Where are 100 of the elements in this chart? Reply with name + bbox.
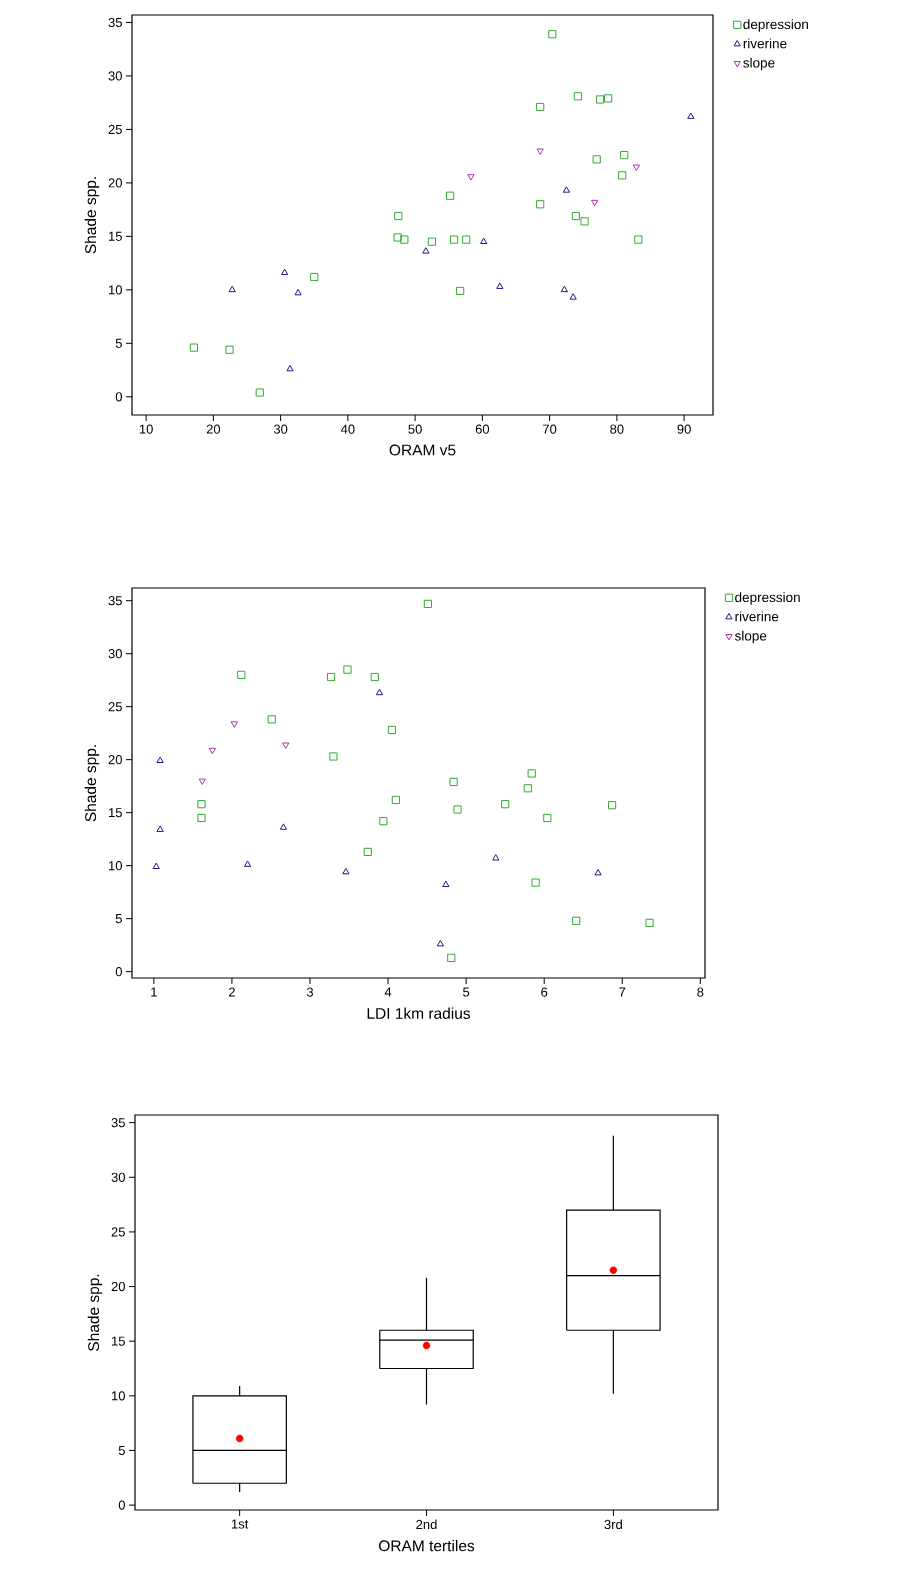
x-tick-label: 20	[206, 424, 221, 434]
point	[442, 880, 450, 888]
y-tick-label: 30	[108, 71, 122, 81]
y-axis-title: Shade spp.	[87, 1274, 103, 1352]
y-tick-label: 35	[108, 17, 122, 28]
point	[445, 191, 455, 200]
point	[634, 235, 643, 244]
y-tick-label: 35	[108, 596, 122, 606]
y-axis-title: Shade spp.	[84, 177, 100, 254]
point	[267, 715, 276, 724]
y-tick-label: 15	[109, 231, 122, 241]
point	[687, 112, 695, 119]
point	[326, 672, 336, 682]
y-tick-label: 20	[111, 1281, 125, 1292]
point	[462, 235, 471, 244]
x-tick-label: 40	[340, 424, 355, 434]
point	[543, 813, 552, 823]
x-tick-label: 3	[306, 987, 314, 997]
x-tick-label: 4	[384, 987, 392, 997]
point	[228, 285, 236, 293]
y-tick-label: 30	[111, 1172, 125, 1182]
point	[645, 918, 654, 927]
point	[548, 30, 557, 39]
x-tick-label: 2	[228, 987, 235, 997]
point	[594, 868, 602, 876]
point	[467, 174, 475, 181]
x-tick-label: 50	[408, 424, 422, 434]
x-tick-label: 7	[619, 987, 626, 997]
point	[523, 784, 532, 793]
point	[342, 867, 350, 875]
point	[391, 795, 400, 805]
x-tick-label: 1st	[231, 1519, 249, 1529]
point	[152, 862, 160, 870]
x-tick-label: 90	[677, 424, 691, 434]
y-tick-label: 30	[108, 649, 122, 659]
point	[450, 235, 459, 244]
point	[608, 801, 617, 810]
x-axis-title: ORAM tertiles	[379, 1539, 475, 1552]
x-tick-label: 80	[610, 424, 624, 434]
x-tick-label: 6	[541, 987, 548, 997]
y-tick-label: 10	[109, 861, 122, 871]
legend-label: riverine	[735, 611, 779, 622]
point	[343, 665, 352, 674]
x-tick-label: 5	[463, 987, 470, 997]
point	[580, 217, 589, 226]
point	[156, 756, 164, 764]
point	[329, 752, 338, 761]
point	[447, 953, 456, 962]
point	[237, 670, 246, 679]
x-axis-title: LDI 1km radius	[367, 1007, 471, 1019]
point	[189, 343, 198, 352]
point	[560, 285, 569, 293]
x-axis-title: ORAM v5	[389, 444, 456, 456]
point	[453, 805, 462, 814]
y-tick-label: 5	[115, 338, 122, 348]
x-tick-label: 8	[697, 987, 704, 997]
point	[294, 288, 302, 296]
y-tick-label: 15	[109, 808, 122, 818]
point	[592, 155, 601, 164]
y-tick-label: 15	[112, 1336, 125, 1346]
x-tick-label: 60	[475, 424, 490, 434]
point	[393, 233, 402, 242]
y-tick-label: 5	[118, 1445, 125, 1455]
point	[279, 823, 288, 830]
y-tick-label: 10	[109, 285, 122, 295]
x-tick-label: 3rd	[604, 1519, 622, 1530]
point	[527, 769, 536, 778]
x-tick-label: 2nd	[416, 1519, 437, 1530]
y-tick-label: 35	[111, 1118, 125, 1128]
point	[572, 916, 581, 925]
point	[400, 235, 409, 244]
point	[427, 237, 437, 246]
point	[591, 199, 599, 207]
point	[230, 721, 238, 728]
y-tick-label: 25	[111, 1227, 125, 1237]
point	[197, 813, 206, 823]
point	[595, 95, 605, 104]
point	[156, 825, 164, 832]
point	[562, 186, 571, 193]
y-tick-label: 20	[108, 178, 122, 188]
y-tick-label: 25	[108, 702, 122, 712]
point	[198, 778, 206, 785]
point	[379, 817, 388, 826]
x-tick-label: 1	[151, 987, 157, 997]
point	[531, 878, 540, 887]
point	[363, 847, 372, 856]
x-tick-label: 10	[139, 424, 153, 434]
point	[632, 164, 640, 171]
legend-label: slope	[734, 630, 767, 644]
point	[620, 150, 629, 160]
point	[286, 364, 294, 372]
legend-label: riverine	[743, 38, 787, 49]
point	[423, 599, 432, 608]
legend-label: depression	[735, 592, 800, 605]
legend-label: slope	[743, 57, 775, 71]
point	[536, 148, 544, 155]
point	[281, 268, 289, 276]
point	[536, 102, 545, 112]
point	[243, 860, 252, 867]
point	[436, 939, 444, 947]
